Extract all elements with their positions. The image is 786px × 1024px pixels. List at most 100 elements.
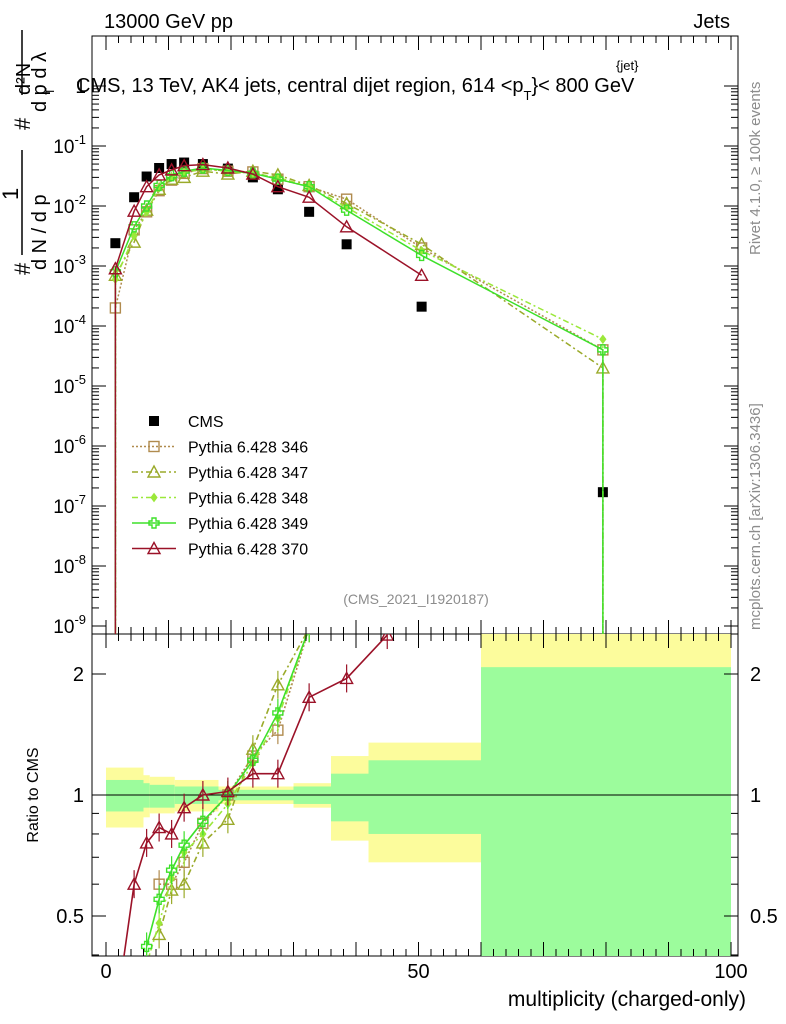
series-347 (108, 163, 611, 634)
svg-text:T: T (43, 87, 57, 95)
ratio-point (109, 1011, 121, 1022)
y-tick-label: 10-3 (53, 252, 86, 278)
x-tick-label: 100 (714, 961, 747, 983)
ratio-point (197, 815, 209, 828)
data-point (245, 166, 261, 180)
data-point (270, 179, 286, 193)
legend-marker (146, 464, 162, 478)
y-tick-label: 1 (75, 77, 86, 98)
data-point (247, 167, 259, 180)
data-point (176, 169, 192, 184)
band-inner (331, 773, 369, 822)
data-point (339, 219, 354, 233)
series-line (114, 168, 604, 634)
ratio-point (301, 689, 317, 704)
ratio-point (178, 839, 190, 851)
legend-label: Pythia 6.428 348 (188, 491, 308, 508)
side-label-mcplots: mcplots.cern.ch [arXiv:1306.3436] (747, 403, 764, 630)
series-line (114, 167, 604, 634)
legend-entry: Pythia 6.428 348 (132, 491, 308, 508)
ratio-point (164, 826, 179, 840)
legend-marker (149, 416, 159, 426)
legend-entry: Pythia 6.428 346 (132, 440, 308, 457)
data-point (195, 163, 211, 177)
ratio-point (144, 960, 150, 968)
ratio-point (380, 634, 395, 641)
axes: 10-9 10-8 10-7 10-6 10-5 10-4 10-3 10-2 10-1 1 0 50… (53, 36, 778, 983)
watermark: (CMS_2021_I1920187) (343, 591, 489, 607)
series-line (114, 170, 604, 634)
ratio-point (126, 876, 142, 890)
legend-entry: CMS (149, 414, 224, 431)
data-point (272, 184, 283, 195)
legend-label: Pythia 6.428 370 (188, 542, 308, 559)
ratio-point (303, 622, 315, 633)
ratio-y-tick-label-right: 2 (750, 664, 761, 686)
data-point (130, 230, 138, 241)
ratio-point (176, 800, 192, 814)
band-inner (149, 784, 175, 808)
ratio-point (272, 707, 284, 719)
data-point (141, 171, 152, 182)
main-ylabel: # 1 d N / d p # d²N d p d λ T (0, 30, 57, 275)
data-point (415, 249, 428, 262)
series-line (114, 163, 423, 634)
data-point (340, 204, 353, 216)
data-point (220, 160, 236, 174)
x-axis-label: multiplicity (charged-only) (508, 988, 746, 1011)
header-left: 13000 GeV pp (104, 11, 233, 33)
data-point (108, 261, 123, 275)
ratio-point (153, 893, 165, 906)
data-point (164, 162, 179, 176)
ratio-point (139, 835, 154, 849)
svg-text:#: # (10, 117, 35, 130)
ratio-point (306, 624, 312, 632)
y-tick-label: 10-8 (53, 552, 86, 578)
data-point (179, 157, 190, 168)
data-point (176, 158, 192, 172)
svg-text:CMS, 13 TeV, AK4 jets, central: CMS, 13 TeV, AK4 jets, central dijet reg… (76, 75, 635, 103)
legend-label: Pythia 6.428 347 (188, 465, 308, 482)
y-tick-label: 10-1 (53, 132, 86, 158)
ratio-point (164, 882, 179, 896)
legend-label: CMS (188, 414, 224, 431)
ratio-line (158, 634, 307, 935)
data-point (110, 238, 121, 249)
ratio-y-tick-label-right: 0.5 (750, 906, 778, 928)
data-point (126, 203, 142, 217)
title-main: CMS, 13 TeV, AK4 jets, central dijet reg… (76, 75, 524, 97)
svg-text:d p d λ: d p d λ (29, 52, 51, 112)
ratio-y-tick-label: 1 (73, 785, 84, 807)
title-end: }< 800 GeV (531, 75, 635, 97)
ratio-point (195, 787, 211, 801)
side-label-rivet: Rivet 4.1.0, ≥ 100k events (747, 82, 764, 255)
ratio-point (247, 754, 259, 766)
ratio-y-label: Ratio to CMS (25, 747, 42, 842)
ratio-point (155, 918, 163, 928)
ratio-point (140, 940, 153, 953)
ratio-series-370 (109, 634, 395, 1022)
data-point (341, 239, 352, 250)
legend-marker (150, 492, 158, 503)
data-point (195, 157, 211, 171)
legend-marker (146, 541, 162, 555)
data-point (128, 221, 140, 233)
data-point (414, 267, 429, 281)
x-tick-label: 50 (407, 961, 429, 983)
legend-label: Pythia 6.428 349 (188, 516, 308, 533)
data-point (304, 206, 315, 217)
ratio-point (220, 811, 236, 826)
ratio-point (151, 820, 167, 834)
data-point (126, 234, 142, 248)
ratio-point (165, 864, 178, 876)
header-right: Jets (693, 11, 730, 33)
series-346 (109, 162, 609, 634)
series-370 (108, 157, 429, 634)
main-plot (108, 157, 611, 634)
y-tick-label: 10-2 (53, 192, 86, 218)
band-inner (106, 779, 144, 812)
data-point (151, 167, 167, 181)
ratio-y-tick-label: 2 (73, 664, 84, 686)
legend-marker (148, 517, 160, 529)
